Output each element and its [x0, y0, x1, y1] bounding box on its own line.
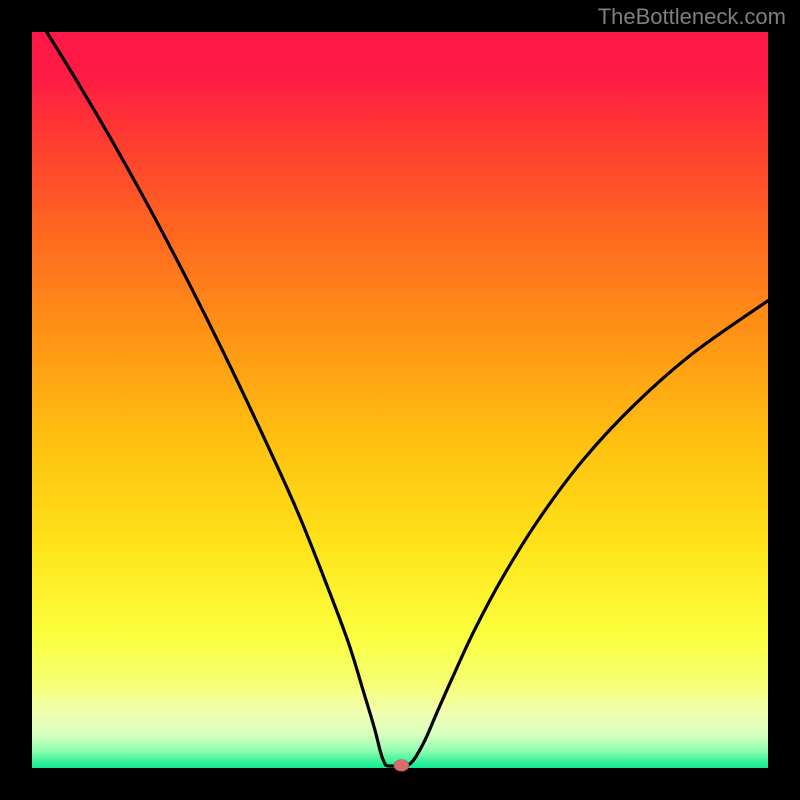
minimum-marker — [394, 760, 409, 772]
plot-background — [32, 32, 768, 768]
watermark-text: TheBottleneck.com — [598, 4, 786, 30]
bottleneck-chart — [0, 0, 800, 800]
chart-stage: TheBottleneck.com — [0, 0, 800, 800]
